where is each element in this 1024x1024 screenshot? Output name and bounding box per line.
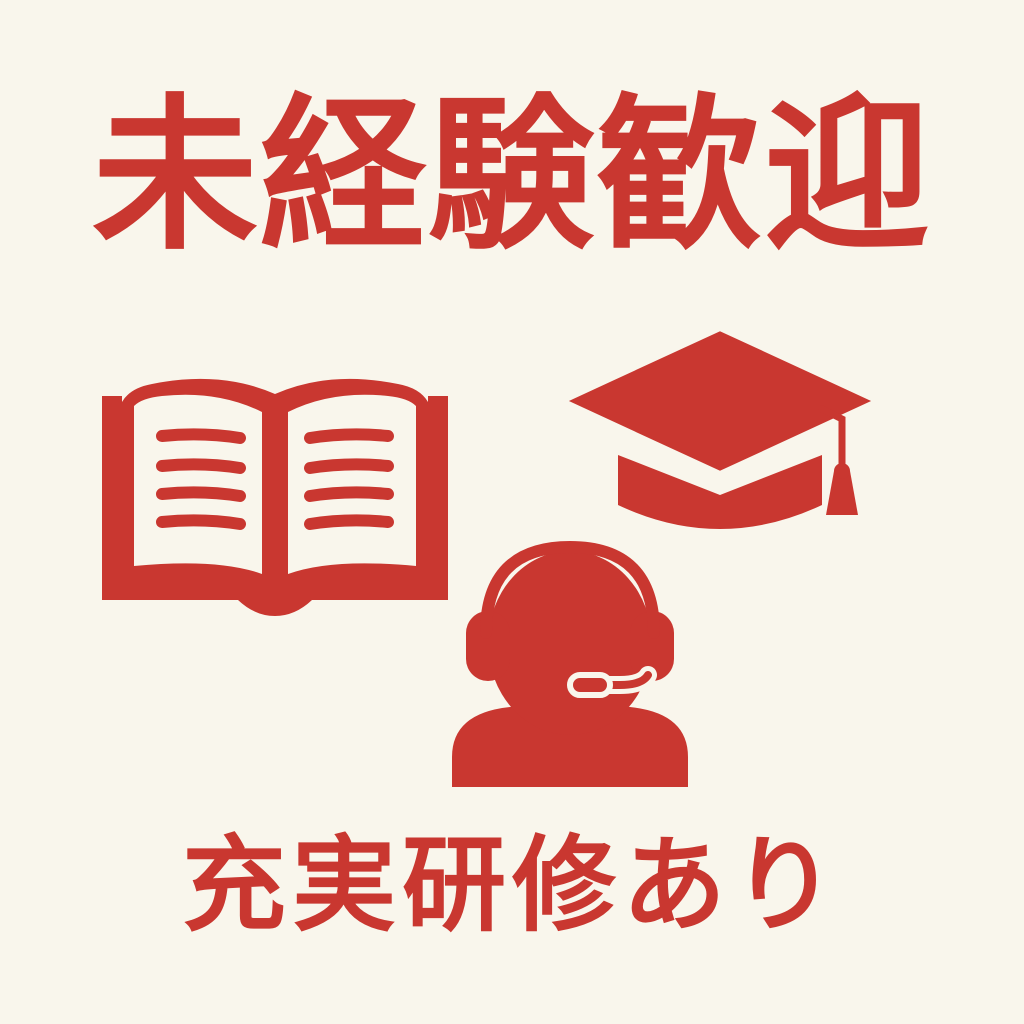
headline: 未経験歓迎 — [92, 80, 932, 273]
headset-operator-icon — [452, 540, 688, 787]
subline: 充実研修あり — [181, 824, 842, 946]
graduation-cap-icon — [562, 327, 878, 529]
open-book-icon — [102, 378, 448, 616]
